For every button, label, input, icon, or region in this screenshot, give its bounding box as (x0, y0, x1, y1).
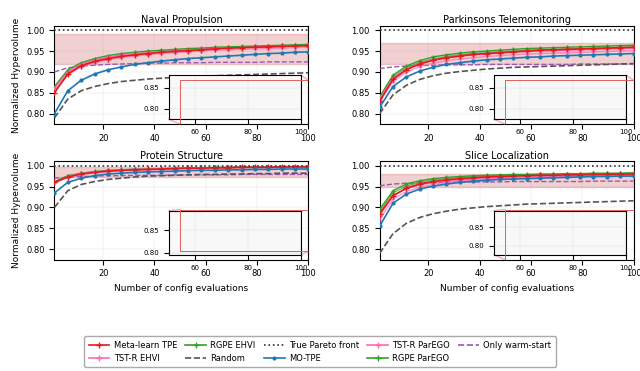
Bar (54, 35, 308, 63)
X-axis label: Number of config evaluations: Number of config evaluations (115, 284, 248, 293)
Bar (180, 210, 308, 251)
Bar (380, 43, 634, 63)
Title: Protein Structure: Protein Structure (140, 151, 223, 161)
Y-axis label: Normalized Hypervolume: Normalized Hypervolume (12, 17, 20, 133)
Title: Slice Localization: Slice Localization (465, 151, 548, 161)
Title: Parkinsons Telemonitoring: Parkinsons Telemonitoring (443, 15, 571, 25)
Legend: Meta-learn TPE, TST-R EHVI, RGPE EHVI, Random, True Pareto front, MO-TPE, TST-R : Meta-learn TPE, TST-R EHVI, RGPE EHVI, R… (84, 336, 556, 367)
Bar (54, 167, 308, 177)
Bar (54, 167, 308, 177)
Bar (380, 43, 634, 63)
Y-axis label: Normalized Hypervolume: Normalized Hypervolume (12, 153, 20, 268)
X-axis label: Number of config evaluations: Number of config evaluations (440, 284, 573, 293)
Bar (506, 210, 634, 260)
Title: Naval Propulsion: Naval Propulsion (141, 15, 222, 25)
Bar (380, 174, 634, 187)
Bar (506, 80, 634, 124)
Bar (380, 174, 634, 187)
Bar (180, 80, 308, 124)
Bar (54, 35, 308, 63)
